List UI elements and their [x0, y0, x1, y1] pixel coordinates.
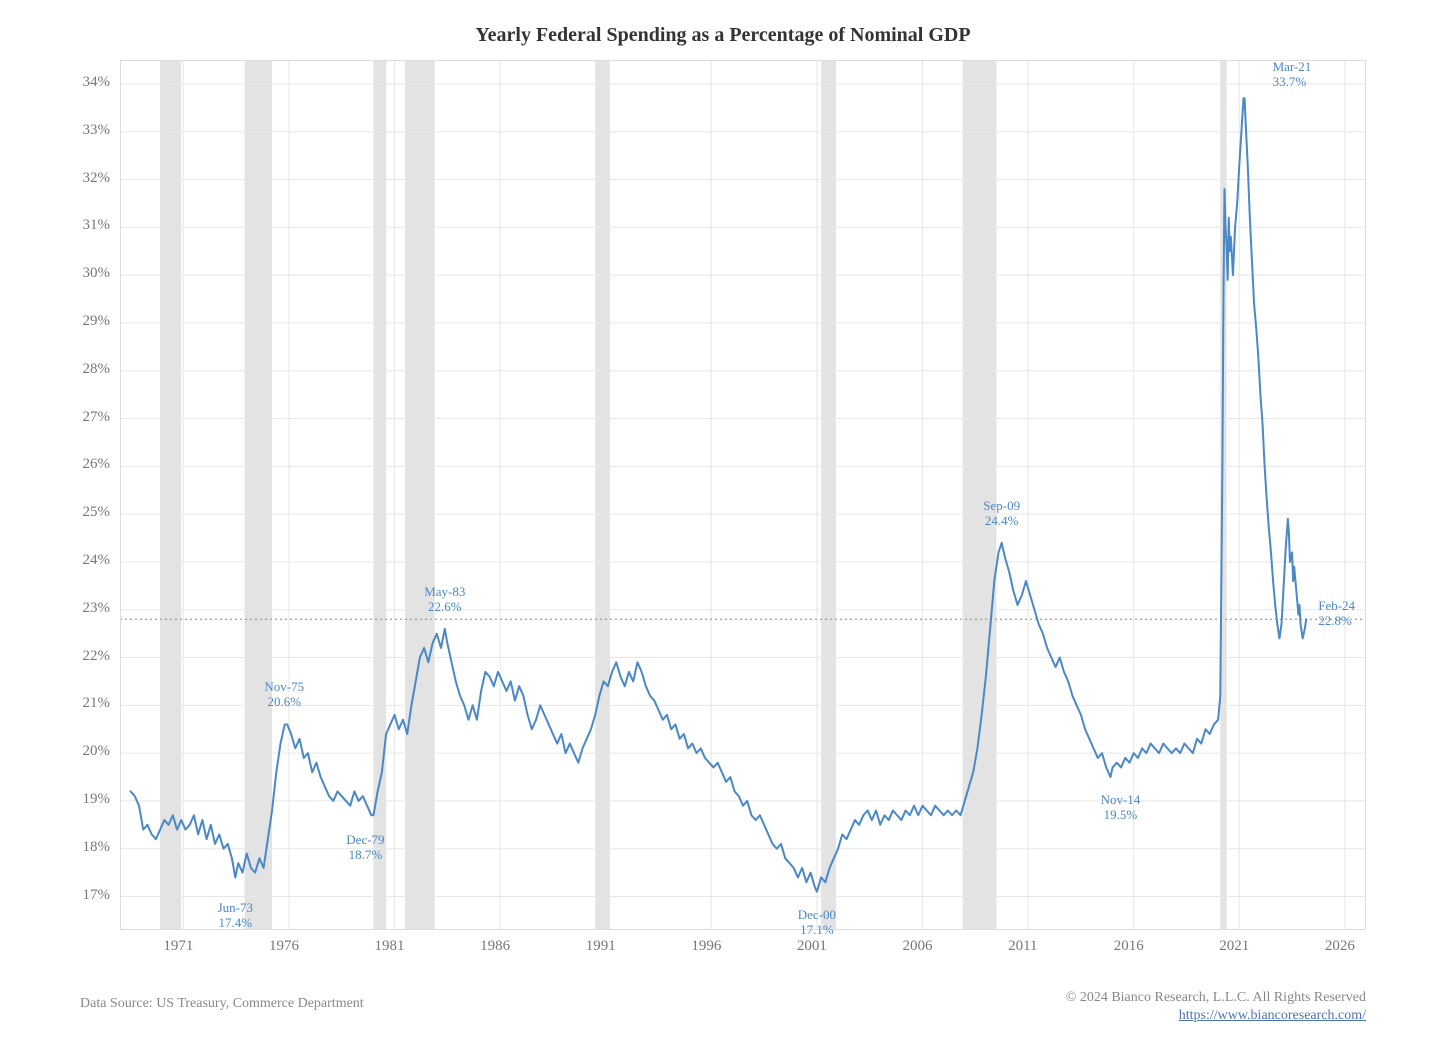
y-tick-label: 18%	[83, 839, 111, 856]
y-tick-label: 30%	[83, 265, 111, 282]
y-tick-label: 24%	[83, 552, 111, 569]
data-annotation: Feb-2422.8%	[1318, 599, 1355, 629]
x-tick-label: 1986	[480, 938, 510, 955]
y-tick-label: 29%	[83, 313, 111, 330]
y-tick-label: 19%	[83, 791, 111, 808]
x-tick-label: 1981	[375, 938, 405, 955]
x-tick-label: 1976	[269, 938, 299, 955]
y-tick-label: 33%	[83, 122, 111, 139]
y-tick-label: 27%	[83, 409, 111, 426]
data-annotation: Dec-7918.7%	[335, 833, 395, 863]
y-tick-label: 26%	[83, 456, 111, 473]
x-tick-label: 1971	[163, 938, 193, 955]
x-tick-label: 1996	[691, 938, 721, 955]
y-tick-label: 28%	[83, 361, 111, 378]
x-tick-label: 2026	[1325, 938, 1355, 955]
y-tick-label: 23%	[83, 600, 111, 617]
y-tick-label: 25%	[83, 504, 111, 521]
footer-copyright: © 2024 Bianco Research, L.L.C. All Right…	[1066, 989, 1366, 1024]
x-tick-label: 2001	[797, 938, 827, 955]
y-tick-label: 17%	[83, 887, 111, 904]
x-tick-label: 2006	[903, 938, 933, 955]
data-annotation: Nov-1419.5%	[1090, 793, 1150, 823]
x-tick-label: 2021	[1219, 938, 1249, 955]
y-tick-label: 20%	[83, 743, 111, 760]
x-tick-label: 1991	[586, 938, 616, 955]
x-tick-label: 2016	[1114, 938, 1144, 955]
y-tick-label: 32%	[83, 170, 111, 187]
y-tick-label: 34%	[83, 74, 111, 91]
x-tick-label: 2011	[1008, 938, 1037, 955]
chart-container: Yearly Federal Spending as a Percentage …	[0, 0, 1446, 1054]
y-tick-label: 31%	[83, 217, 111, 234]
data-annotation: May-8322.6%	[415, 585, 475, 615]
chart-title: Yearly Federal Spending as a Percentage …	[0, 24, 1446, 47]
footer-link[interactable]: https://www.biancoresearch.com/	[1179, 1008, 1366, 1023]
data-annotation: Jun-7317.4%	[205, 901, 265, 931]
y-tick-label: 22%	[83, 648, 111, 665]
data-annotation: Sep-0924.4%	[972, 499, 1032, 529]
y-tick-label: 21%	[83, 695, 111, 712]
footer-copyright-text: © 2024 Bianco Research, L.L.C. All Right…	[1066, 990, 1366, 1005]
footer-source: Data Source: US Treasury, Commerce Depar…	[80, 996, 364, 1012]
data-annotation: Dec-0017.1%	[787, 908, 847, 938]
data-annotation: Nov-7520.6%	[254, 680, 314, 710]
data-annotation: Mar-2133.7%	[1273, 60, 1312, 90]
chart-plot-area	[120, 60, 1366, 930]
